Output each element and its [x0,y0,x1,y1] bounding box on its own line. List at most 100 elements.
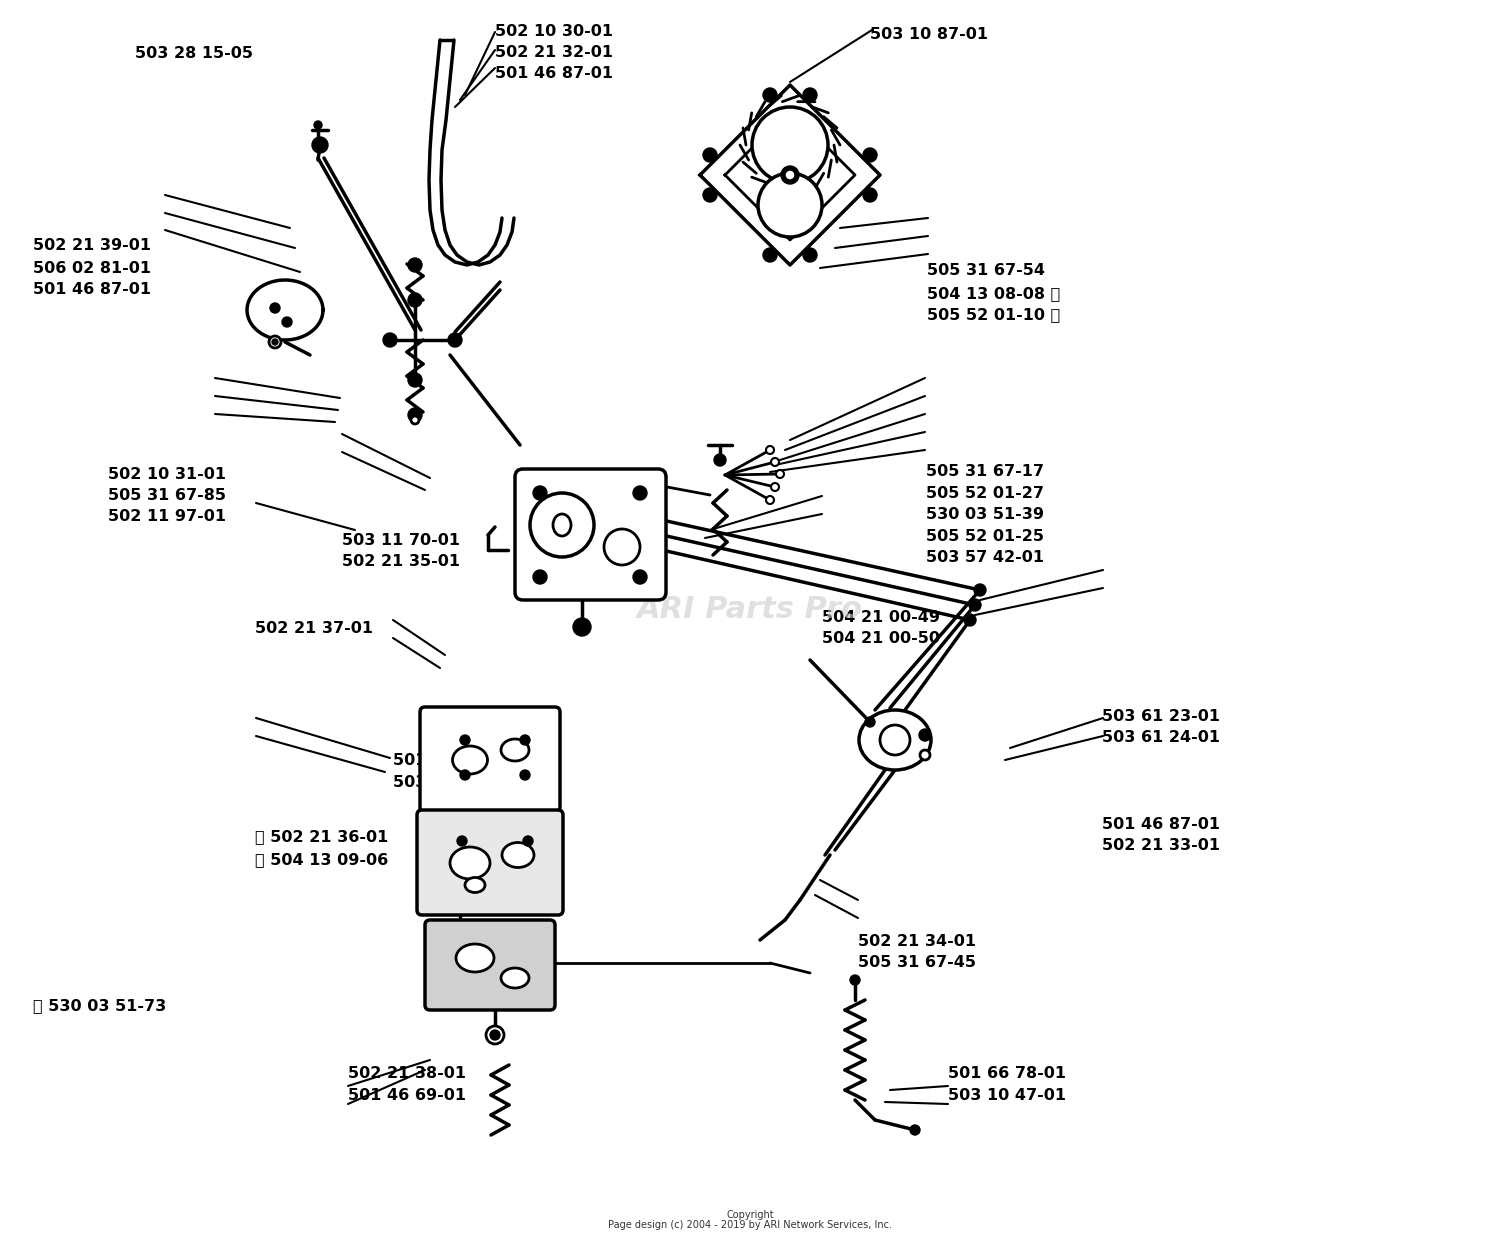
FancyBboxPatch shape [514,469,666,600]
Text: 505 31 67-54: 505 31 67-54 [927,263,1046,278]
Circle shape [964,614,976,626]
Text: 502 21 34-01: 502 21 34-01 [858,934,976,949]
Circle shape [974,584,986,596]
Circle shape [530,493,594,556]
Circle shape [520,735,530,745]
Text: 503 28 15-05: 503 28 15-05 [135,46,254,61]
Text: 505 31 67-45: 505 31 67-45 [858,955,976,970]
Text: 504 21 00-50: 504 21 00-50 [822,631,940,646]
Text: 505 52 01-25: 505 52 01-25 [926,529,1044,544]
Circle shape [752,107,828,183]
Text: ⓘ 530 03 51-73: ⓘ 530 03 51-73 [33,999,166,1013]
Circle shape [268,337,280,348]
Circle shape [486,1026,504,1045]
Circle shape [880,725,910,755]
Text: 503 61 23-01: 503 61 23-01 [1102,709,1221,724]
Text: 505 31 67-85: 505 31 67-85 [108,488,226,503]
Circle shape [714,455,726,466]
Text: ARI Parts Pro: ARI Parts Pro [638,595,862,625]
Circle shape [532,570,548,584]
Text: 504 21 00-49: 504 21 00-49 [822,610,940,625]
Ellipse shape [503,842,534,867]
Circle shape [782,166,800,184]
Circle shape [272,339,278,345]
Circle shape [771,458,778,466]
Circle shape [969,599,981,611]
Text: 501 46 87-01: 501 46 87-01 [495,66,614,81]
Ellipse shape [501,968,530,987]
Text: 505 52 01-27: 505 52 01-27 [926,486,1044,501]
Text: 502 21 32-01: 502 21 32-01 [495,45,614,60]
FancyBboxPatch shape [417,810,562,915]
Circle shape [532,486,548,501]
Circle shape [865,717,874,727]
Text: 505 31 67-17: 505 31 67-17 [926,465,1044,479]
Circle shape [573,619,591,636]
Circle shape [460,735,470,745]
Circle shape [920,729,932,741]
Circle shape [270,303,280,313]
Text: 503 11 70-01: 503 11 70-01 [342,533,460,548]
Text: 501 46 87-01: 501 46 87-01 [1102,817,1221,832]
Circle shape [411,416,419,424]
Text: ⓘ 504 13 09-06: ⓘ 504 13 09-06 [255,852,388,867]
Circle shape [408,409,422,422]
Circle shape [633,486,646,501]
Text: 503 61 24-01: 503 61 24-01 [1102,730,1221,745]
Circle shape [758,173,822,237]
Circle shape [604,529,640,565]
Text: 501 66 78-01: 501 66 78-01 [948,1066,1066,1081]
Circle shape [764,248,777,262]
Text: 501 66 61-01: 501 66 61-01 [393,753,512,768]
Text: 502 11 97-01: 502 11 97-01 [108,509,226,524]
Text: 502 21 35-01: 502 21 35-01 [342,554,460,569]
Circle shape [764,88,777,102]
Circle shape [862,148,877,161]
Circle shape [771,483,778,491]
Text: 503 62 52-01: 503 62 52-01 [393,775,512,790]
Circle shape [490,1030,500,1040]
Circle shape [408,293,422,307]
Ellipse shape [465,878,484,893]
Circle shape [910,1125,920,1135]
Text: 501 46 69-01: 501 46 69-01 [348,1088,466,1103]
Circle shape [408,258,422,272]
Circle shape [282,317,292,327]
Circle shape [314,120,322,129]
Text: Copyright: Copyright [726,1210,774,1220]
Text: 503 10 87-01: 503 10 87-01 [870,27,988,42]
Circle shape [704,148,717,161]
Circle shape [460,770,470,780]
Text: 502 21 39-01: 502 21 39-01 [33,238,152,253]
Text: 502 10 30-01: 502 10 30-01 [495,24,614,39]
Text: 505 52 01-10 ⓘ: 505 52 01-10 ⓘ [927,307,1060,322]
Text: 502 10 31-01: 502 10 31-01 [108,467,226,482]
Text: 530 03 51-39: 530 03 51-39 [926,507,1044,522]
Ellipse shape [554,514,572,537]
Circle shape [766,496,774,504]
Ellipse shape [456,944,494,972]
Text: 502 21 38-01: 502 21 38-01 [348,1066,466,1081]
Circle shape [850,975,859,985]
Circle shape [458,836,466,846]
FancyBboxPatch shape [420,707,560,812]
Circle shape [633,570,646,584]
Ellipse shape [501,739,530,761]
Circle shape [704,188,717,202]
Circle shape [382,333,398,347]
Ellipse shape [453,746,488,774]
Text: 501 46 87-01: 501 46 87-01 [33,282,152,297]
Circle shape [862,188,877,202]
Circle shape [312,137,328,153]
Circle shape [920,750,930,760]
Text: Page design (c) 2004 - 2019 by ARI Network Services, Inc.: Page design (c) 2004 - 2019 by ARI Netwo… [608,1220,892,1230]
Ellipse shape [450,847,491,879]
Text: ⓘ 502 21 36-01: ⓘ 502 21 36-01 [255,830,388,845]
Text: 502 21 37-01: 502 21 37-01 [255,621,374,636]
FancyBboxPatch shape [424,920,555,1010]
Circle shape [802,248,818,262]
Circle shape [448,333,462,347]
Text: 506 02 81-01: 506 02 81-01 [33,261,152,276]
Circle shape [802,88,818,102]
Text: 503 10 47-01: 503 10 47-01 [948,1088,1066,1103]
